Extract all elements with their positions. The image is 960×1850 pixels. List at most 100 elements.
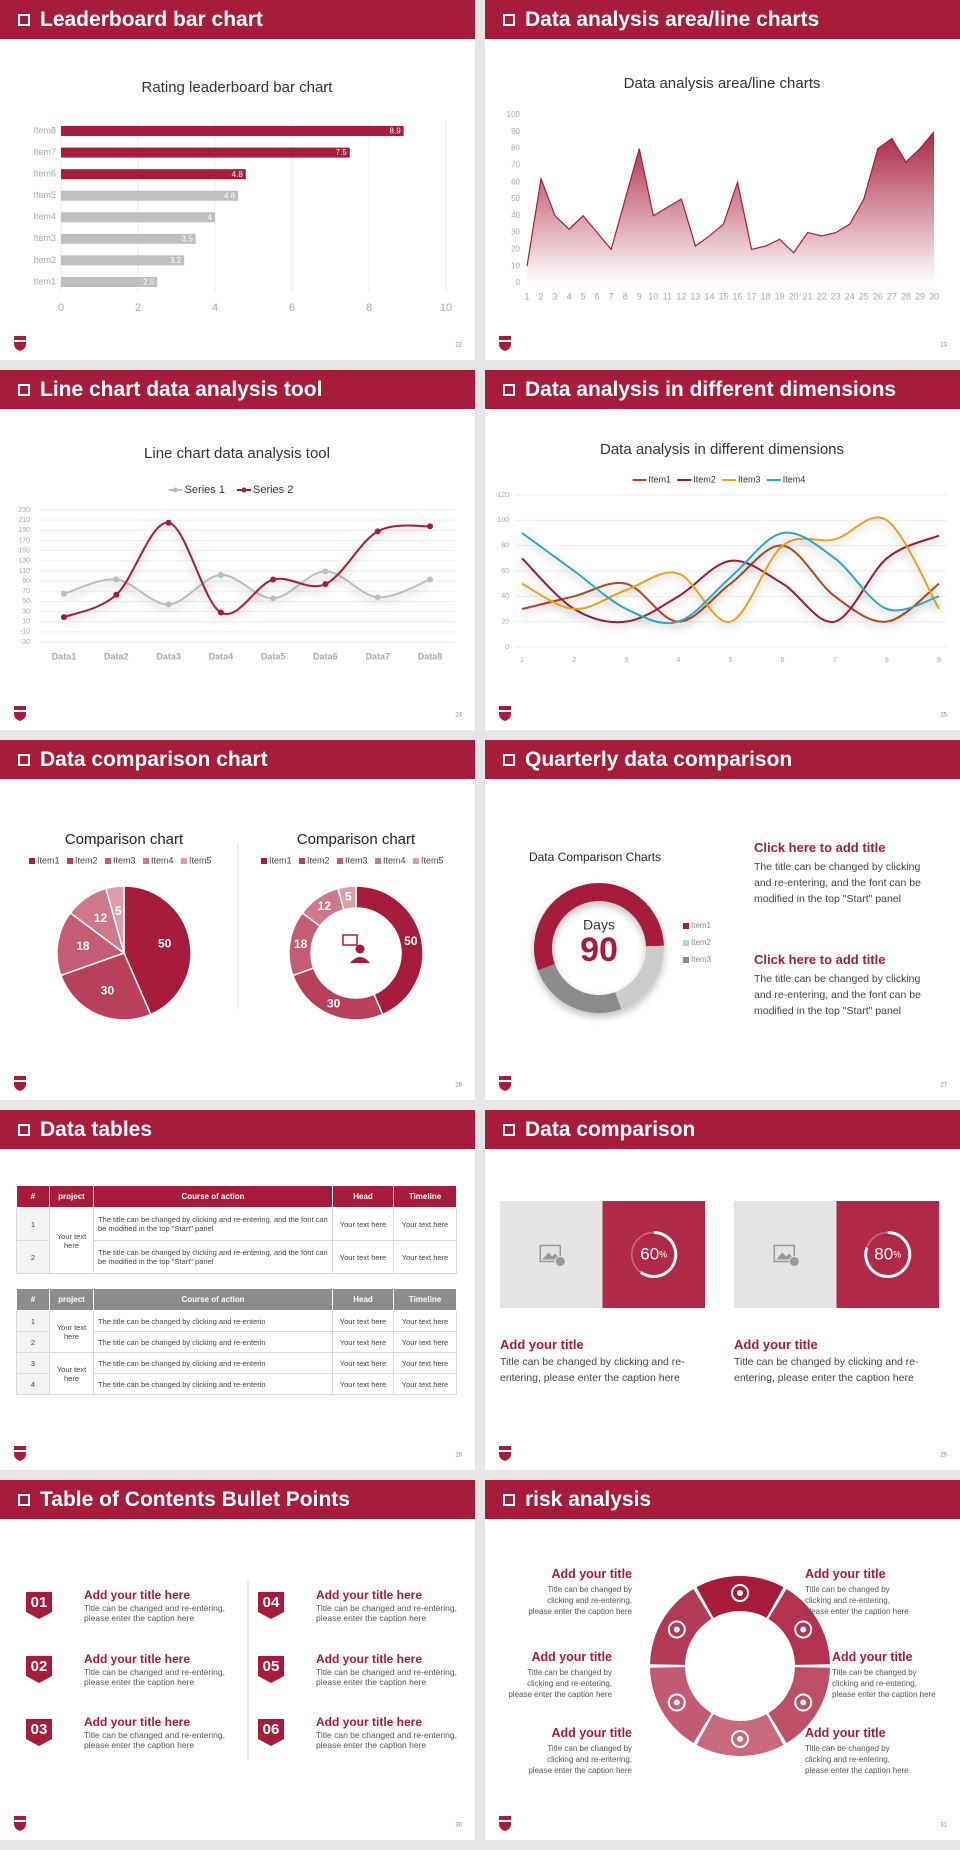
slice xyxy=(534,883,664,971)
y-tick-label: 210 xyxy=(18,517,30,524)
bar xyxy=(61,255,185,266)
legend-label: Item5 xyxy=(421,855,444,865)
slide: Quarterly data comparison 27 Data Comparis… xyxy=(485,740,960,1100)
page-number: 22 xyxy=(455,343,462,349)
page-number: 30 xyxy=(455,1823,462,1829)
head-cell: Your text here xyxy=(332,1331,394,1353)
data-label: 3.2 xyxy=(170,256,182,265)
center-label: Days xyxy=(583,917,615,933)
header-title: Quarterly data comparison xyxy=(525,748,793,771)
badge-number: 01 xyxy=(31,1594,48,1611)
data-label: 5 xyxy=(115,904,122,918)
header-icon xyxy=(503,384,515,396)
logo-band xyxy=(499,710,511,712)
badge xyxy=(26,1719,52,1746)
legend-label: Item5 xyxy=(189,855,212,865)
logo xyxy=(14,706,26,721)
x-tick-label: 14 xyxy=(704,291,714,301)
slide: Data analysis in different dimensions 25 D… xyxy=(485,370,960,730)
slice xyxy=(291,967,384,1021)
x-tick-label: 22 xyxy=(817,291,827,301)
action-cell: The title can be changed by clicking and… xyxy=(93,1331,333,1353)
head-cell: Your text here xyxy=(332,1207,394,1241)
y-tick-label: 50 xyxy=(22,598,30,605)
data-label: 4.8 xyxy=(232,170,244,179)
card-panel xyxy=(602,1201,705,1308)
legend-label: Item3 xyxy=(345,855,368,865)
legend-label: Item2 xyxy=(75,855,98,865)
legend-swatch xyxy=(299,858,305,864)
progress-value: 60 xyxy=(640,1245,659,1264)
item-title: Add your title here xyxy=(84,1588,191,1602)
point xyxy=(165,601,172,608)
slide-canvas: 27 Data Comparison Charts Item1 Item2 Item3 D… xyxy=(499,850,948,1091)
data-label: 50 xyxy=(158,937,172,951)
chart-title: Data analysis area/line charts xyxy=(624,75,821,92)
card-title: Add your title xyxy=(500,1337,584,1352)
y-tick-label: 70 xyxy=(511,161,520,170)
bar xyxy=(61,190,239,201)
page-number: 23 xyxy=(940,343,947,349)
slice xyxy=(56,911,126,977)
table-row: 1 Your text here The title can be changed … xyxy=(16,1310,457,1353)
project-cell: Your text here xyxy=(49,1352,94,1395)
badge-number: 05 xyxy=(263,1658,280,1675)
y-tick-label: -10 xyxy=(20,629,30,636)
badge-number: 06 xyxy=(263,1721,280,1738)
legend-label: Item3 xyxy=(691,955,712,964)
slide-canvas: 28 xyxy=(14,1446,463,1461)
y-tick-label: 230 xyxy=(18,507,30,514)
x-tick-label: 4 xyxy=(567,291,572,301)
y-tick-label: -30 xyxy=(20,639,30,646)
column-header: # xyxy=(16,1288,50,1311)
series-line xyxy=(521,534,940,624)
slice xyxy=(123,885,192,1016)
x-tick-label: 29 xyxy=(915,291,925,301)
category-label: Item5 xyxy=(33,190,56,200)
item-text: Title can be changed and re-entering, pl… xyxy=(316,1730,457,1750)
legend-swatch xyxy=(683,923,689,929)
slice xyxy=(537,964,622,1013)
table-row: 2 The title can be changed by clicking an… xyxy=(16,1331,457,1353)
x-tick-label: 2 xyxy=(539,291,544,301)
header-title: Data comparison xyxy=(525,1118,696,1141)
legend-label: Item2 xyxy=(307,855,330,865)
x-tick-label: 5 xyxy=(581,291,586,301)
point xyxy=(217,571,224,578)
center-value: 90 xyxy=(580,931,618,969)
legend-swatch xyxy=(261,858,267,864)
pie-group xyxy=(534,883,664,1013)
card-text: Title can be changed by clicking and re-… xyxy=(734,1356,919,1384)
cycle-segment xyxy=(768,1588,830,1665)
pie-group xyxy=(56,885,192,1021)
point xyxy=(322,581,329,588)
point xyxy=(113,576,120,583)
slide: Data comparison chart 26 Comparison chart I… xyxy=(0,740,475,1100)
series-line xyxy=(63,521,431,619)
logo-band xyxy=(14,1080,26,1082)
data-label: 12 xyxy=(318,899,332,913)
row-number: 4 xyxy=(16,1373,50,1395)
y-tick-label: 80 xyxy=(501,543,509,550)
x-tick-label: 9 xyxy=(637,291,642,301)
cycle-icon-dot xyxy=(800,1699,807,1706)
progress-unit: % xyxy=(659,1250,667,1260)
progress-label: 60% xyxy=(640,1245,667,1264)
x-tick-label: 13 xyxy=(690,291,700,301)
risk-title: Add your title xyxy=(551,1726,632,1740)
y-tick-label: 20 xyxy=(501,619,509,626)
data-label: 3.5 xyxy=(182,234,194,243)
y-tick-label: 90 xyxy=(511,127,520,136)
risk-title: Add your title xyxy=(832,1650,913,1664)
block-title: Click here to add title xyxy=(754,952,886,967)
y-tick-label: 120 xyxy=(497,492,509,499)
item-text: Title can be changed and re-entering, pl… xyxy=(84,1730,225,1750)
point xyxy=(113,591,120,598)
item-title: Add your title here xyxy=(84,1652,191,1666)
legend-swatch xyxy=(683,940,689,946)
x-tick-label: 26 xyxy=(873,291,883,301)
x-tick-label: 27 xyxy=(887,291,897,301)
legend-swatch xyxy=(143,858,149,864)
logo-band xyxy=(14,710,26,712)
